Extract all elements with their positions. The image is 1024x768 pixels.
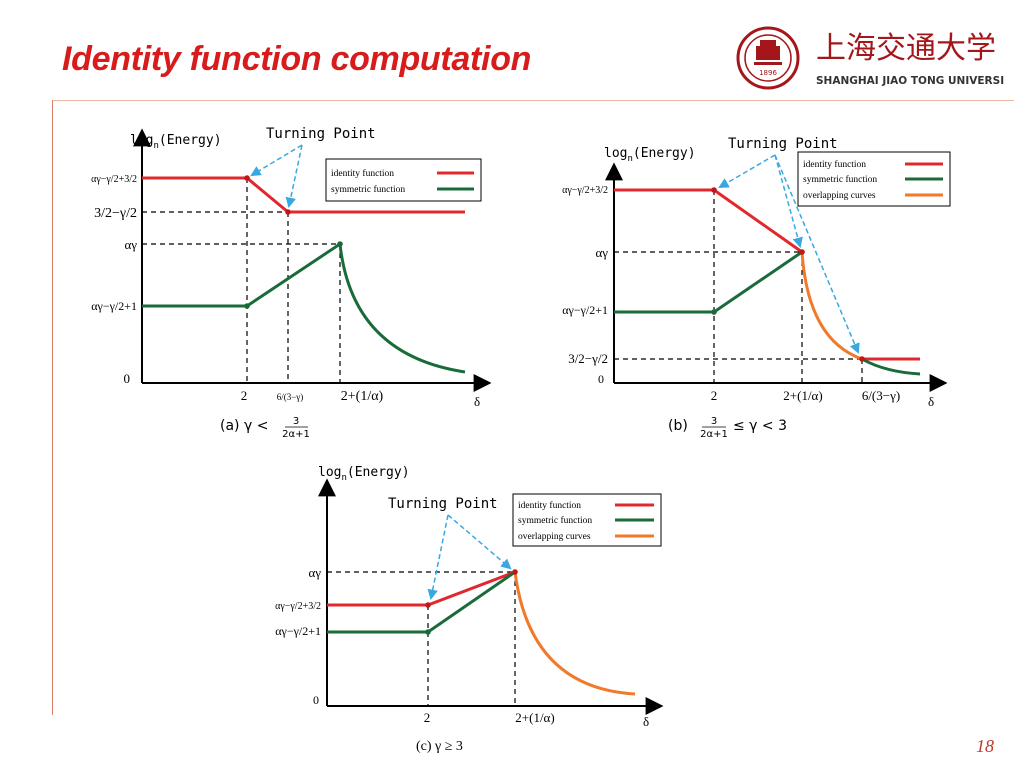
left-margin-line <box>52 100 53 715</box>
panel-c-symmetric-line <box>327 570 516 634</box>
panel-c-caption: (c) γ ≥ 3 <box>416 739 463 754</box>
panel-b-caption: (b) 3 2α+1 ≤ γ < 3 <box>668 416 787 440</box>
legend-overlap-label: overlapping curves <box>518 532 591 542</box>
panel-c-point <box>512 569 518 575</box>
panel-b-point <box>799 249 805 255</box>
panel-a-ytick-zero: 0 <box>124 371 131 386</box>
panel-a-turning-arrows <box>250 144 303 209</box>
panel-c-turning-arrows <box>427 514 512 601</box>
panel-b-xaxis-label: δ <box>928 394 934 409</box>
panel-b-symmetric-tail <box>861 357 921 376</box>
panel-b-overlap-curve <box>800 251 863 361</box>
panel-b-ytick-ag32: αγ−γ/2+3/2 <box>562 185 608 196</box>
panel-c-xtick-2plus: 2+(1/α) <box>515 710 554 725</box>
svg-text:2α+1: 2α+1 <box>700 429 728 440</box>
panel-a-turning-point-label: Turning Point <box>266 126 376 142</box>
panel-b-point <box>711 309 717 315</box>
panel-c-xaxis-label: δ <box>643 714 649 729</box>
panel-b-point <box>859 356 865 362</box>
panel-b-legend: identity function symmetric function ove… <box>797 151 951 207</box>
panel-b: logn(Energy) Turning Point αγ−γ/2+3/2 αγ… <box>562 136 951 440</box>
panel-a-identity-curve <box>142 176 465 214</box>
panel-a-point <box>244 303 250 309</box>
panel-a-point <box>337 241 343 247</box>
panel-b-turning-point-label: Turning Point <box>728 136 838 152</box>
panel-c-identity-curve <box>327 570 516 607</box>
panel-c-ytick-ag: αγ <box>308 565 321 580</box>
panel-a-xtick-2: 2 <box>241 388 248 403</box>
panel-b-point <box>711 187 717 193</box>
panel-b-ylabel: logn(Energy) <box>604 146 696 164</box>
legend-symmetric-label: symmetric function <box>518 515 592 526</box>
panel-a-point <box>285 209 291 215</box>
panel-a-point <box>244 175 250 181</box>
panel-c-point <box>425 602 431 608</box>
svg-text:(b): (b) <box>668 418 688 434</box>
panel-c-ylabel: logn(Energy) <box>318 465 410 483</box>
legend-identity-label: identity function <box>803 159 866 170</box>
panel-a-ytick-ag1: αγ−γ/2+1 <box>91 299 137 313</box>
panel-a-guides <box>142 178 341 383</box>
university-logo: 1896 上海交通大学 SHANGHAI JIAO TONG UNIVERSIT… <box>736 26 1004 90</box>
panel-c: logn(Energy) Turning Point αγ αγ−γ/2+3/2… <box>275 465 664 754</box>
panel-a-xtick-2plus: 2+(1/α) <box>341 389 384 404</box>
panel-b-ytick-3half: 3/2−γ/2 <box>568 351 608 366</box>
panel-a-xtick-6: 6/(3−γ) <box>277 392 304 402</box>
panel-a-ytick-3half: 3/2−γ/2 <box>94 206 137 221</box>
panel-c-ytick-zero: 0 <box>313 693 319 707</box>
panel-b-xtick-6: 6/(3−γ) <box>862 388 900 403</box>
panel-a-ytick-ag: αγ <box>124 237 137 252</box>
panel-b-turning-arrows <box>718 154 860 354</box>
university-seal-icon: 1896 <box>736 26 800 90</box>
panel-c-xtick-2: 2 <box>424 710 431 725</box>
legend-symmetric-label: symmetric function <box>803 174 877 185</box>
panel-c-overlap-curve <box>513 571 636 696</box>
legend-identity-label: identity function <box>518 500 581 511</box>
panel-c-point <box>425 629 431 635</box>
panel-a-ytick-ag32: αγ−γ/2+3/2 <box>91 174 137 185</box>
svg-text:≤ γ < 3: ≤ γ < 3 <box>733 418 787 434</box>
panel-b-ytick-ag: αγ <box>595 245 608 260</box>
panel-c-guides <box>327 571 516 706</box>
panel-b-ytick-ag1: αγ−γ/2+1 <box>562 303 608 317</box>
logo-english-name: SHANGHAI JIAO TONG UNIVERSITY <box>816 75 1004 87</box>
panel-c-ytick-ag32: αγ−γ/2+3/2 <box>275 601 321 612</box>
panel-a-symmetric-decay <box>338 243 466 374</box>
panel-b-guides <box>614 190 863 383</box>
svg-text:2α+1: 2α+1 <box>282 429 310 440</box>
panel-b-xtick-2: 2 <box>711 388 718 403</box>
logo-chinese-name: 上海交通大学 <box>816 31 996 66</box>
legend-overlap-label: overlapping curves <box>803 191 876 201</box>
panel-a-ylabel: logn(Energy) <box>130 133 222 151</box>
svg-text:(a) γ <: (a) γ < <box>220 418 268 434</box>
panel-c-turning-point-label: Turning Point <box>388 496 498 512</box>
panel-a-symmetric-line <box>142 242 341 308</box>
panel-a-xaxis-label: δ <box>474 394 480 409</box>
legend-identity-label: identity function <box>331 168 394 179</box>
panel-b-xtick-2plus: 2+(1/α) <box>783 388 822 403</box>
seal-year: 1896 <box>759 69 777 77</box>
legend-symmetric-label: symmetric function <box>331 184 405 195</box>
panel-a: logn(Energy) Turning Point αγ−γ/2+3/2 3/… <box>91 126 492 440</box>
svg-text:3: 3 <box>293 416 299 427</box>
slide-title: Identity function computation <box>62 40 532 78</box>
panel-a-caption: (a) γ < 3 2α+1 <box>220 416 310 440</box>
panel-c-legend: identity function symmetric function ove… <box>512 493 662 547</box>
header-divider <box>52 100 1014 101</box>
page-number: 18 <box>976 736 994 756</box>
panel-b-ytick-zero: 0 <box>598 372 604 386</box>
panel-b-identity-curve <box>614 188 803 254</box>
panel-a-legend: identity function symmetric function <box>325 158 482 202</box>
panel-c-ytick-ag1: αγ−γ/2+1 <box>275 624 321 638</box>
svg-text:3: 3 <box>711 416 717 427</box>
panel-b-symmetric-line <box>614 250 803 314</box>
